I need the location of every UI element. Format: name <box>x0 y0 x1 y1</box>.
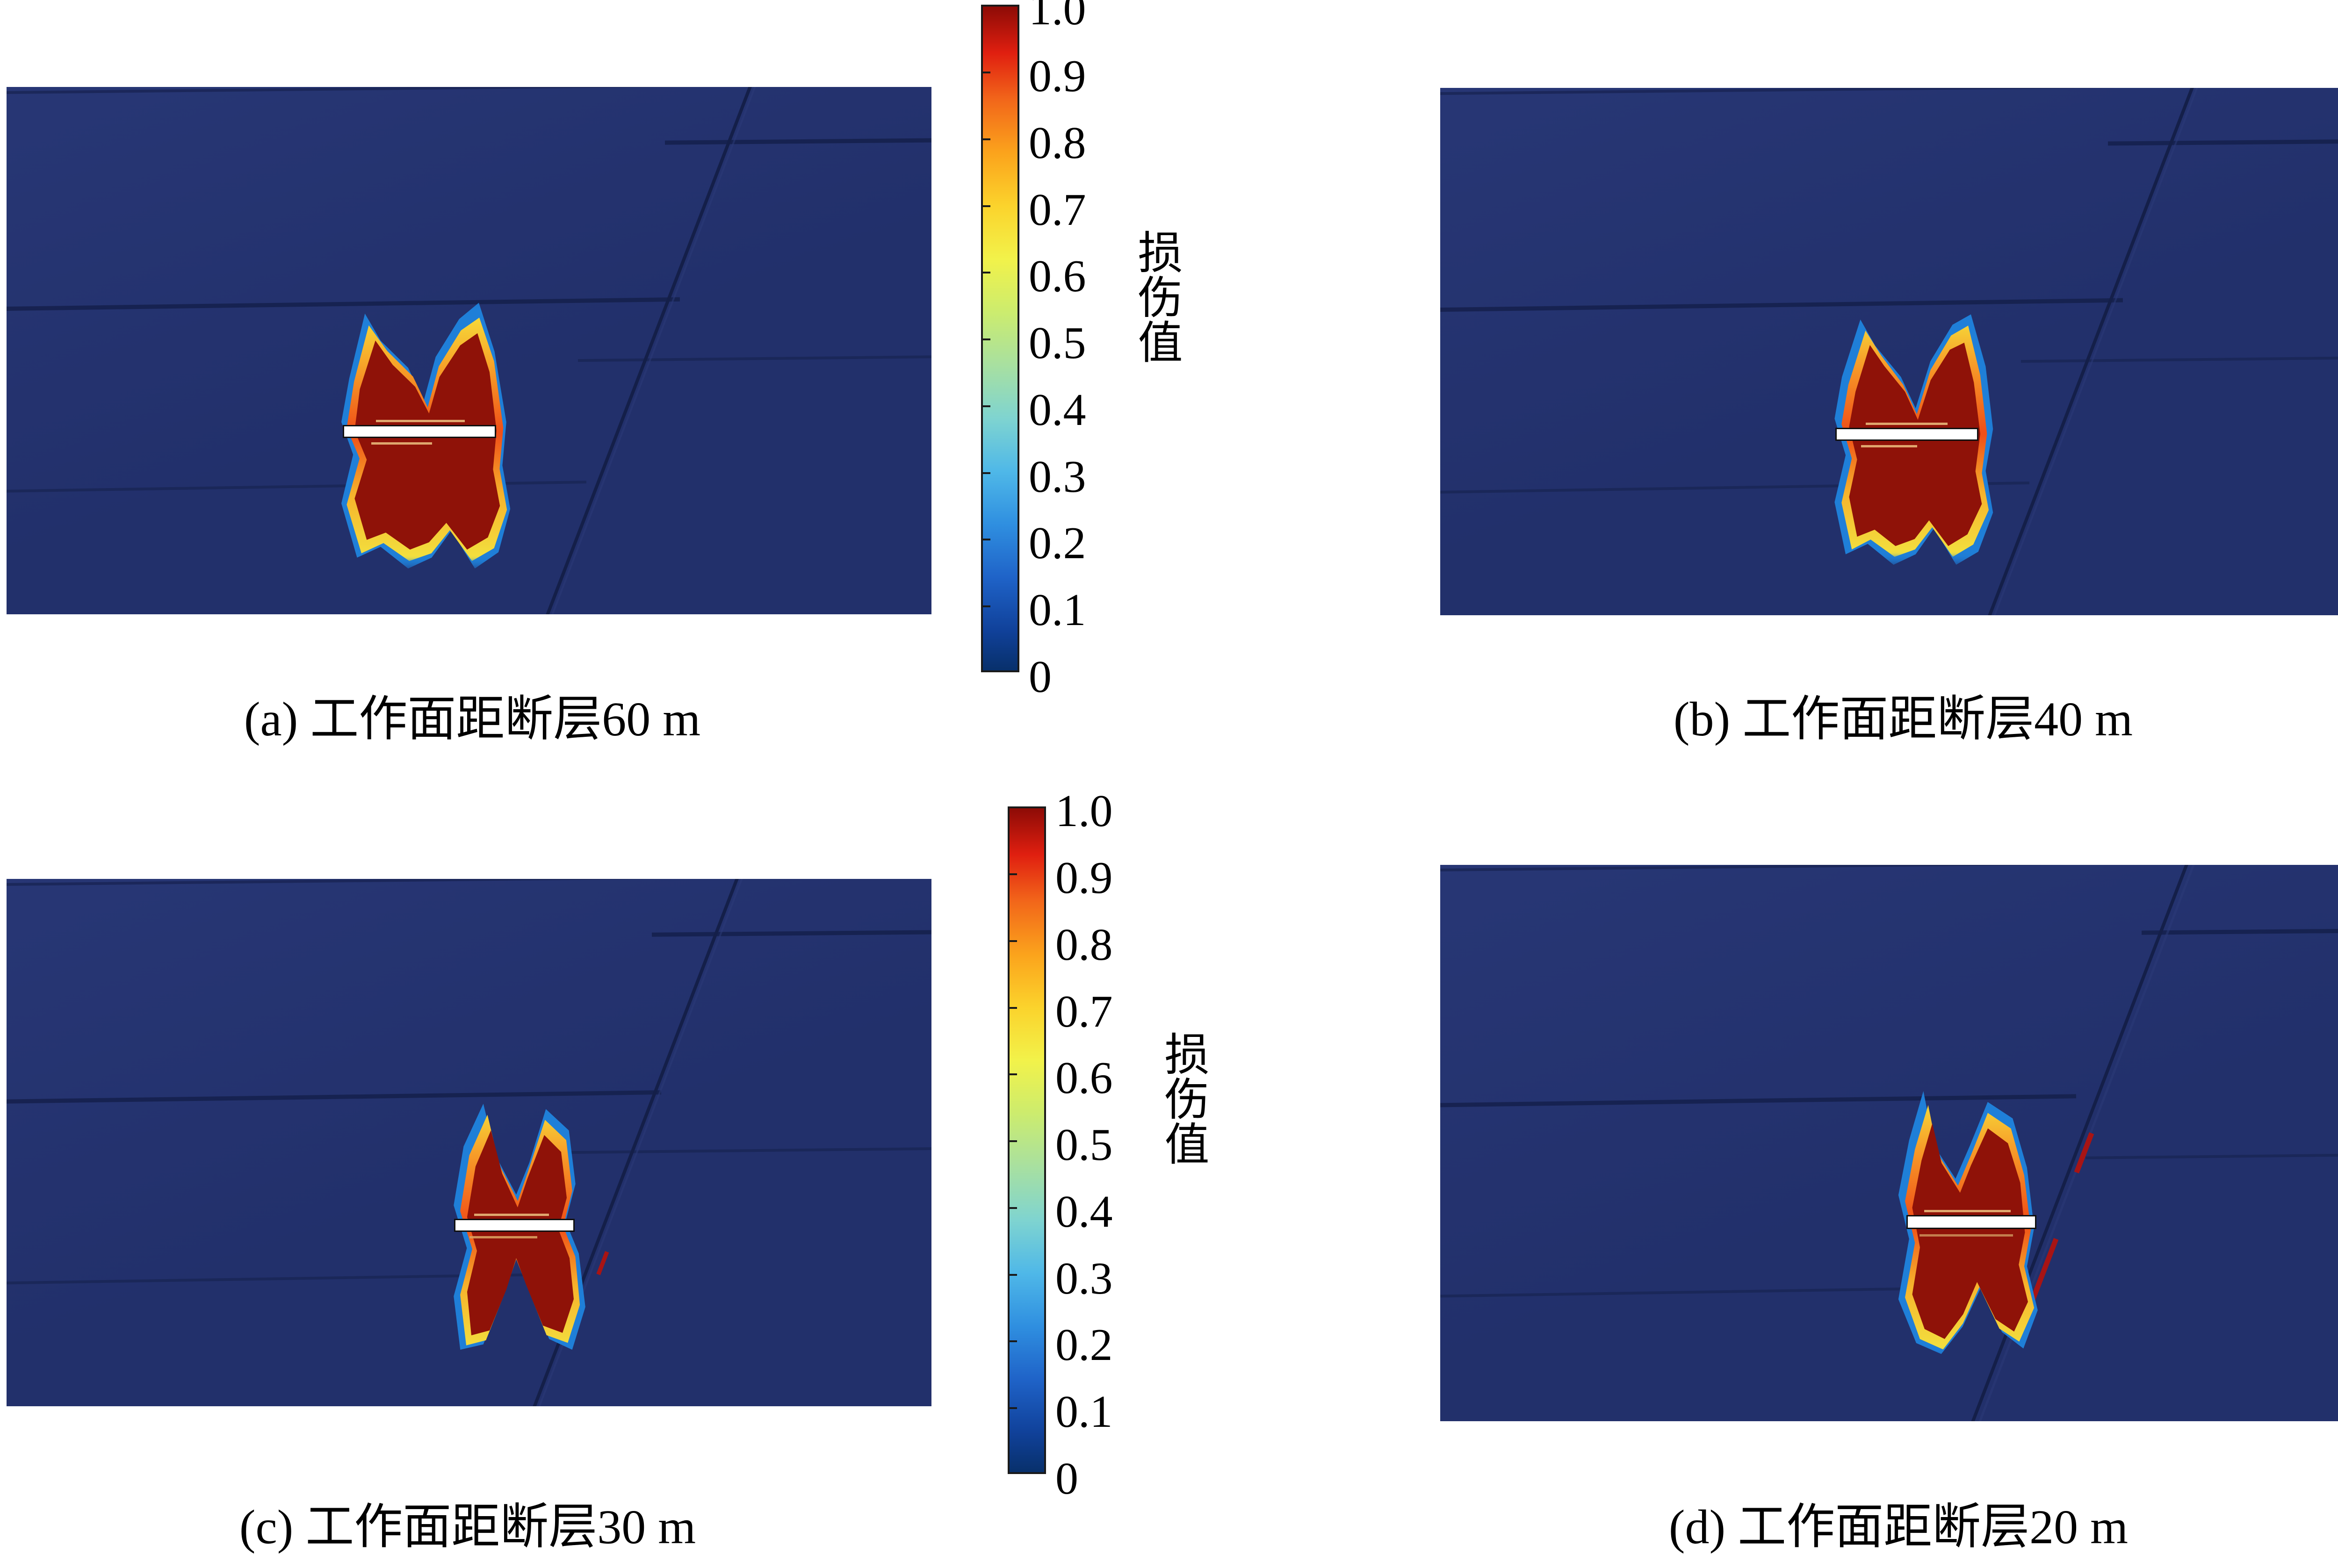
colorbar-tick-c-0 <box>1008 806 1017 808</box>
colorbar-tick-a-6 <box>981 405 990 407</box>
colorbar-label-a-10: 0 <box>1029 652 1052 702</box>
colorbar-label-c-8: 0.2 <box>1055 1320 1113 1370</box>
colorbar-tick-a-2 <box>981 138 990 140</box>
panel-caption-c: (c) 工作面距断层30 m <box>239 1500 696 1554</box>
colorbar-label-a-4: 0.6 <box>1029 251 1086 302</box>
colorbar-label-c-1: 0.9 <box>1055 853 1113 903</box>
colorbar-label-a-5: 0.5 <box>1029 318 1086 368</box>
colorbar-label-a-0: 1.0 <box>1029 0 1086 35</box>
colorbar-a: 1.0 0.9 0.8 0.7 0.6 0.5 0.4 0.3 0.2 0.1 … <box>981 0 1201 702</box>
colorbar-label-c-6: 0.4 <box>1055 1187 1113 1237</box>
colorbar-label-a-9: 0.1 <box>1029 585 1086 635</box>
plot-sheen-d <box>1440 865 2338 1421</box>
colorbar-tick-a-7 <box>981 472 990 474</box>
colorbar-tick-c-1 <box>1008 873 1017 875</box>
colorbar-tick-a-5 <box>981 338 990 340</box>
colorbar-tick-c-8 <box>1008 1340 1017 1342</box>
colorbar-tick-c-5 <box>1008 1140 1017 1142</box>
colorbar-label-c-4: 0.6 <box>1055 1053 1113 1103</box>
colorbar-label-c-2: 0.8 <box>1055 920 1113 970</box>
colorbar-tick-c-3 <box>1008 1007 1017 1009</box>
colorbar-tick-a-0 <box>981 5 990 7</box>
colorbar-tick-c-6 <box>1008 1207 1017 1209</box>
excavation-bottom-tint-b <box>1861 445 1917 447</box>
colorbar-label-c-7: 0.3 <box>1055 1253 1113 1304</box>
panel-caption-d: (d) 工作面距断层20 m <box>1668 1500 2129 1554</box>
colorbar-tick-a-1 <box>981 72 990 73</box>
panel-caption-a: (a) 工作面距断层60 m <box>244 692 701 746</box>
excavation-top-tint-c <box>474 1214 549 1216</box>
colorbar-label-c-0: 1.0 <box>1055 786 1113 836</box>
excavation-slot-c <box>455 1220 573 1230</box>
excavation-top-tint-b <box>1866 423 1948 425</box>
colorbar-label-a-1: 0.9 <box>1029 51 1086 101</box>
colorbar-label-a-8: 0.2 <box>1029 518 1086 568</box>
colorbar-tick-c-2 <box>1008 940 1017 942</box>
colorbar-tick-c-7 <box>1008 1274 1017 1276</box>
excavation-slot-a <box>344 426 495 437</box>
contour-plot-d <box>1440 865 2338 1421</box>
colorbar-label-a-6: 0.4 <box>1029 385 1086 435</box>
excavation-bottom-tint-c <box>469 1236 537 1238</box>
panel-d: 1.0 0.9 0.8 0.7 0.6 0.5 0.4 0.3 0.2 0.1 … <box>1431 809 2338 1566</box>
panel-c: 1.0 0.9 0.8 0.7 0.6 0.5 0.4 0.3 0.2 0.1 … <box>0 786 1216 1566</box>
colorbar-label-c-10: 0 <box>1055 1453 1078 1504</box>
panel-b: 1.0 0.9 0.8 0.7 0.6 0.5 0.4 0.3 0.2 0.1 … <box>1431 0 2338 757</box>
excavation-top-tint-a <box>376 420 465 422</box>
contour-plot-c <box>7 879 931 1406</box>
colorbar-label-a-2: 0.8 <box>1029 118 1086 168</box>
damage-zone-b <box>1828 314 1993 565</box>
excavation-slot-b <box>1837 429 1977 439</box>
colorbar-label-c-3: 0.7 <box>1055 986 1113 1037</box>
colorbar-tick-a-4 <box>981 272 990 273</box>
panel-a: 1.0 0.9 0.8 0.7 0.6 0.5 0.4 0.3 0.2 0.1 … <box>0 0 1216 757</box>
colorbar-tick-a-8 <box>981 539 990 540</box>
colorbar-label-c-5: 0.5 <box>1055 1120 1113 1170</box>
contour-plot-a <box>7 87 931 614</box>
colorbar-label-c-9: 0.1 <box>1055 1387 1113 1437</box>
excavation-bottom-tint-a <box>371 442 432 445</box>
excavation-top-tint-d <box>1924 1210 2011 1212</box>
colorbar-tick-c-4 <box>1008 1073 1017 1075</box>
colorbar-label-a-7: 0.3 <box>1029 452 1086 502</box>
colorbar-c: 1.0 0.9 0.8 0.7 0.6 0.5 0.4 0.3 0.2 0.1 … <box>1008 786 1227 1504</box>
colorbar-label-a-3: 0.7 <box>1029 185 1086 235</box>
panel-caption-b: (b) 工作面距断层40 m <box>1673 692 2133 746</box>
excavation-slot-d <box>1908 1216 2035 1228</box>
contour-plot-b <box>1440 88 2338 615</box>
colorbar-tick-c-9 <box>1008 1407 1017 1409</box>
excavation-bottom-tint-d <box>1919 1234 2013 1237</box>
colorbar-tick-a-3 <box>981 205 990 207</box>
colorbar-title-a: 损伤值 <box>1130 229 1183 364</box>
colorbar-title-c: 损伤值 <box>1157 1031 1209 1165</box>
colorbar-tick-a-9 <box>981 605 990 607</box>
